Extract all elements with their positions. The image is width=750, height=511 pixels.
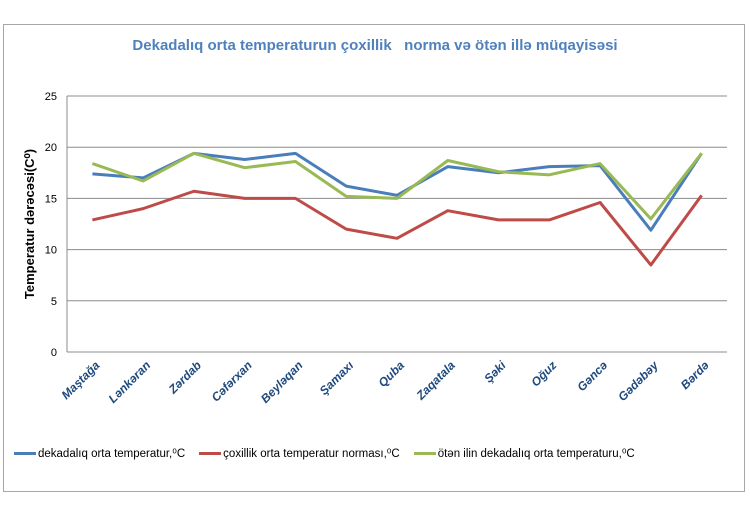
y-tick-label: 15	[45, 193, 57, 205]
x-tick-label: Maştağa	[59, 358, 103, 402]
y-tick-label: 0	[51, 347, 57, 359]
y-tick-label: 25	[45, 91, 57, 103]
legend-swatch	[14, 451, 36, 455]
x-tick-label: Cəfərxan	[209, 358, 255, 404]
legend-label: dekadalıq orta temperatur,⁰C	[38, 448, 186, 460]
legend-swatch	[413, 451, 436, 455]
x-tick-label: Quba	[376, 358, 408, 390]
y-tick-label: 10	[45, 245, 57, 257]
legend-item: çoxillik orta temperatur norması,⁰C	[199, 446, 400, 460]
legend-swatch	[199, 451, 222, 455]
chart-title: Dekadalıq orta temperaturun çoxillik nor…	[132, 37, 618, 54]
legend-label: çoxillik orta temperatur norması,⁰C	[223, 448, 400, 460]
series-line-0	[92, 151, 703, 232]
legend-item: dekadalıq orta temperatur,⁰C	[14, 446, 185, 460]
y-tick-label: 5	[51, 296, 57, 308]
x-tick-label: Gədəbəy	[615, 357, 662, 404]
legend-item: ötən ilin dekadalıq orta temperaturu,⁰C	[413, 446, 635, 460]
y-tick-label: 20	[45, 142, 57, 154]
chart-frame	[3, 24, 745, 492]
legend: dekadalıq orta temperatur,⁰C çoxillik ort…	[14, 446, 744, 460]
y-axis-label: Temperatur dərəcəsi(C⁰)	[22, 149, 37, 299]
x-tick-label: Şəki	[481, 358, 509, 386]
x-tick-label: Zaqatala	[413, 358, 458, 403]
x-tick-label: Bərdə	[678, 358, 712, 392]
x-tick-label: Oğuz	[528, 358, 559, 389]
x-tick-label: Zərdab	[165, 358, 204, 397]
x-tick-label: Şamaxı	[317, 358, 357, 398]
x-tick-label: Lənkəran	[106, 358, 154, 406]
series-line-2	[91, 151, 703, 221]
x-tick-label: Beyləqan	[258, 358, 306, 406]
legend-label: ötən ilin dekadalıq orta temperaturu,⁰C	[437, 448, 635, 460]
x-tick-label: Gəncə	[574, 358, 610, 394]
series-line-1	[92, 189, 703, 267]
